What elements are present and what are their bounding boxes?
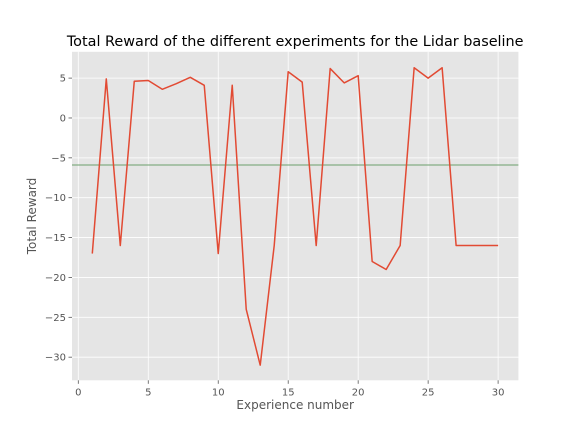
grid-lines (72, 51, 519, 381)
y-tick-label: −10 (45, 193, 66, 204)
series-layer (91, 67, 499, 366)
x-tick-label: 25 (422, 387, 435, 398)
x-tick-label: 20 (352, 387, 365, 398)
y-tick-label: −15 (45, 233, 66, 244)
x-tick-label: 15 (282, 387, 295, 398)
y-axis-label: Total Reward (25, 178, 39, 256)
y-tick-label: −20 (45, 273, 66, 284)
y-tick-label: 5 (60, 74, 66, 85)
y-tick-label: −5 (51, 153, 66, 164)
y-tick-label: −30 (45, 353, 66, 364)
x-tick-label: 10 (212, 387, 225, 398)
x-axis-ticks: 0 5 10 15 20 25 30 (75, 380, 504, 398)
plot-area (72, 51, 519, 381)
y-tick-label: −25 (45, 313, 66, 324)
x-axis-label: Experience number (236, 398, 354, 412)
series-line (91, 67, 499, 366)
chart-title: Total Reward of the different experiment… (66, 34, 524, 50)
x-tick-label: 0 (75, 387, 81, 398)
x-tick-label: 5 (145, 387, 151, 398)
y-axis-ticks: 5 0 −5 −10 −15 −20 −25 −30 (45, 74, 72, 364)
y-tick-label: 0 (60, 113, 66, 124)
x-tick-label: 30 (492, 387, 505, 398)
